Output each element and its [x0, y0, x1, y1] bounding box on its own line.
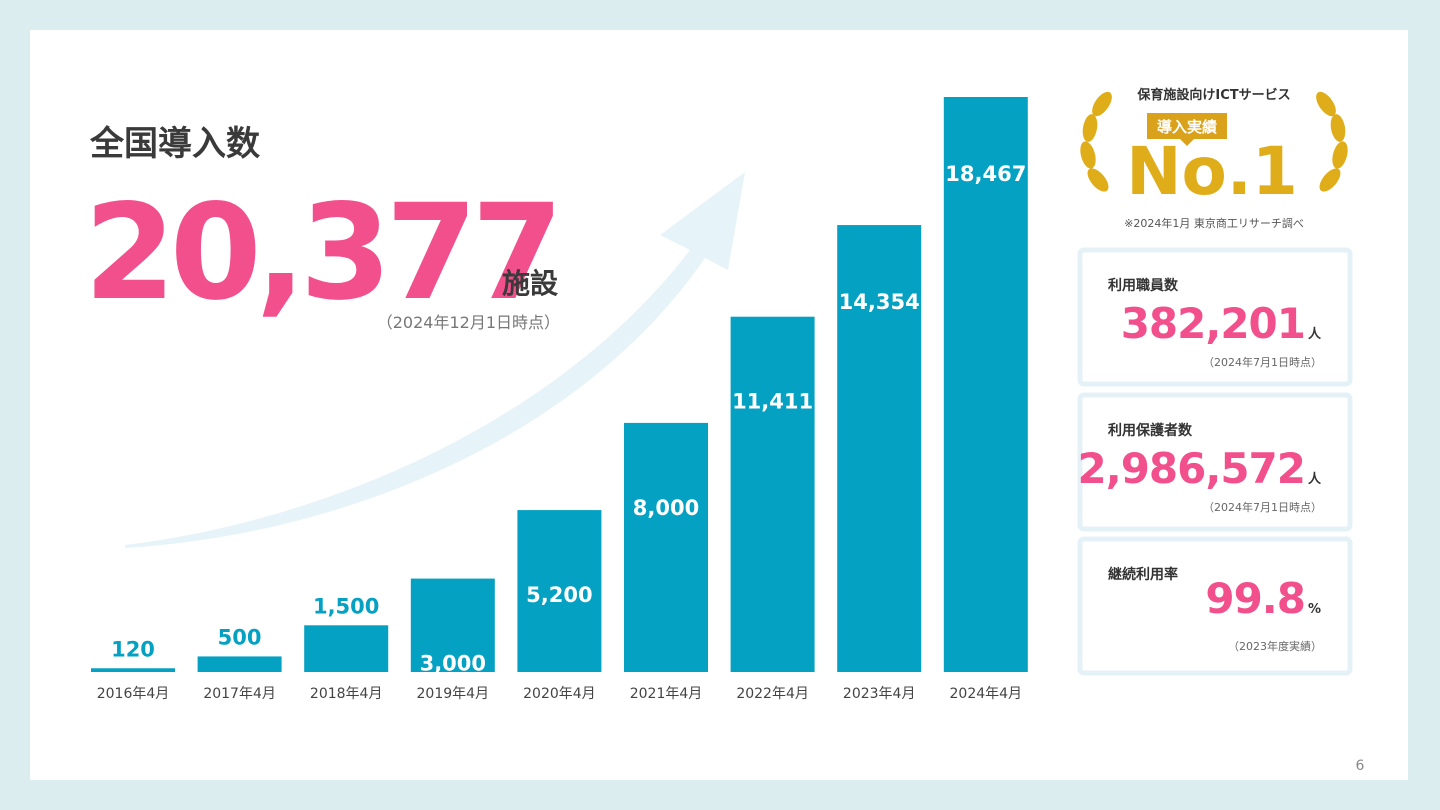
- bar: [410, 578, 495, 672]
- x-tick-label: 2019年4月: [417, 686, 490, 702]
- value-label: 8,000: [633, 496, 699, 520]
- value-label: 11,411: [732, 390, 813, 414]
- x-tick-label: 2018年4月: [310, 686, 383, 702]
- value-label: 3,000: [420, 652, 486, 676]
- bar: [197, 656, 282, 672]
- stat-card: [1077, 392, 1353, 532]
- total-count: 20,377: [84, 176, 557, 330]
- badge-tag-pointer: [1180, 139, 1194, 146]
- stat-label: 継続利用率: [1108, 566, 1178, 583]
- bar: [730, 316, 815, 672]
- badge-caption: 保育施設向けICTサービス: [1136, 87, 1290, 103]
- x-tick-label: 2022年4月: [736, 686, 809, 702]
- stat-value: 382,201: [1121, 299, 1305, 348]
- stat-note: （2024年7月1日時点）: [1203, 500, 1322, 514]
- laurel: [1080, 91, 1348, 192]
- badge-rank: No.1: [1126, 133, 1298, 210]
- value-label: 18,467: [945, 162, 1026, 186]
- bar: [91, 668, 175, 672]
- total-note: （2024年12月1日時点）: [377, 313, 560, 332]
- stat-note: （2024年7月1日時点）: [1203, 355, 1322, 369]
- x-tick-label: 2016年4月: [97, 686, 170, 702]
- stat-note: （2023年度実績）: [1228, 639, 1322, 653]
- x-tick-label: 2017年4月: [203, 686, 276, 702]
- title: 全国導入数: [89, 124, 260, 164]
- value-label: 1,500: [313, 594, 379, 618]
- stat-unit: 人: [1308, 326, 1322, 342]
- x-tick-label: 2020年4月: [523, 686, 596, 702]
- stat-label: 利用保護者数: [1108, 422, 1193, 439]
- x-tick-label: 2024年4月: [950, 686, 1023, 702]
- value-label: 120: [111, 637, 155, 661]
- bar: [837, 225, 922, 672]
- stat-card: [1077, 247, 1353, 387]
- stat-value: 99.8: [1205, 574, 1305, 623]
- value-label: 500: [218, 625, 262, 649]
- badge-tag-box: [1147, 113, 1227, 139]
- stat-unit: %: [1308, 602, 1321, 617]
- value-label: 5,200: [526, 583, 592, 607]
- stat-value: 2,986,572: [1078, 444, 1305, 493]
- value-label: 14,354: [839, 290, 920, 314]
- badge-tag: 導入実績: [1157, 118, 1217, 136]
- bar: [943, 97, 1028, 672]
- stat-label: 利用職員数: [1108, 277, 1179, 294]
- badge-source: ※2024年1月 東京商工リサーチ調べ: [1124, 216, 1304, 230]
- x-tick-label: 2023年4月: [843, 686, 916, 702]
- stat-card: [1077, 536, 1353, 676]
- total-unit: 施設: [502, 267, 559, 300]
- page-number: 6: [1356, 758, 1365, 774]
- x-tick-label: 2021年4月: [630, 686, 703, 702]
- bar: [624, 422, 708, 672]
- bar: [517, 510, 602, 672]
- bar: [304, 625, 389, 672]
- stat-unit: 人: [1308, 471, 1322, 487]
